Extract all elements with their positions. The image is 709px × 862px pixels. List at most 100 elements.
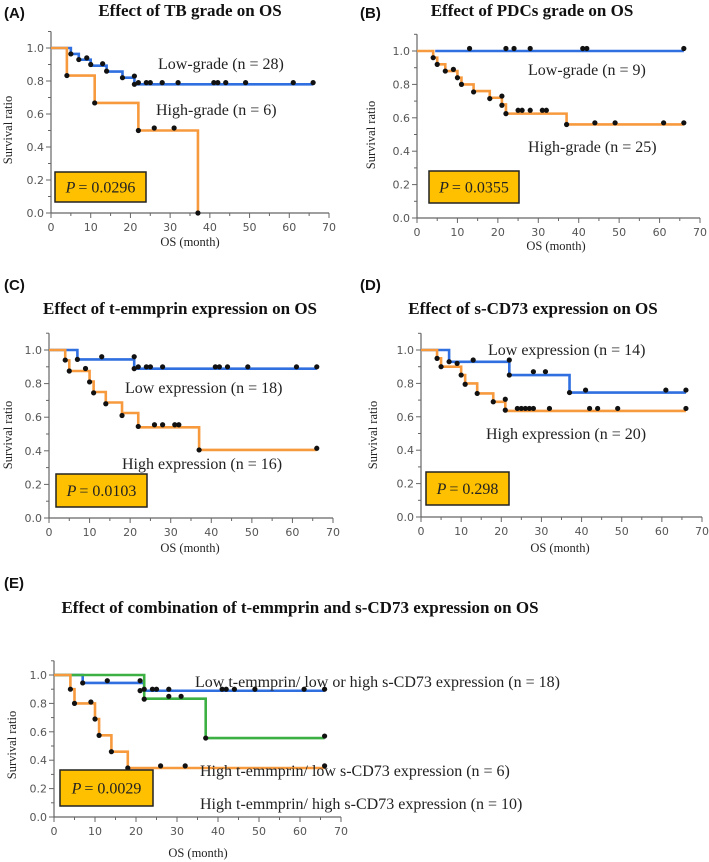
censor-mark <box>615 405 621 412</box>
y-tick-label: 0.4 <box>393 145 411 158</box>
censor-mark <box>587 405 593 412</box>
censor-mark <box>135 364 141 370</box>
censor-mark <box>76 56 82 63</box>
x-tick-label: 50 <box>252 825 266 838</box>
censor-mark <box>310 80 316 86</box>
censor-mark <box>471 89 477 95</box>
panel-c: (C) Effect of t-emmprin expression on OS 0… <box>1 277 340 555</box>
x-tick-label: 30 <box>164 526 178 539</box>
censor-mark <box>68 51 74 57</box>
censor-mark <box>149 686 155 692</box>
censor-mark <box>223 80 229 86</box>
censor-mark <box>563 121 570 128</box>
censor-mark <box>503 111 509 117</box>
censor-mark <box>171 125 177 131</box>
censor-mark <box>67 686 73 692</box>
y-tick-label: 0.4 <box>30 754 48 767</box>
x-tick-label: 0 <box>414 226 421 239</box>
censor-mark <box>99 354 105 360</box>
censor-mark <box>450 66 456 72</box>
censor-mark <box>216 364 222 370</box>
series-label: High expression (n = 20) <box>486 426 646 443</box>
x-axis-label: OS (month) <box>526 239 585 253</box>
censor-mark <box>595 405 601 412</box>
censor-mark <box>487 95 493 102</box>
censor-mark <box>172 422 178 428</box>
censor-mark <box>515 107 521 113</box>
panel-label: (B) <box>360 5 381 22</box>
censor-mark <box>502 396 508 402</box>
panel-label: (C) <box>4 277 25 294</box>
y-tick-label: 0.6 <box>397 411 415 424</box>
x-tick-label: 40 <box>211 825 225 838</box>
censor-mark <box>96 732 102 738</box>
p-value-text: P = 0.0355 <box>438 180 509 197</box>
censor-mark <box>160 422 166 428</box>
censor-mark <box>91 390 97 396</box>
x-tick-label: 60 <box>655 525 669 538</box>
y-tick-label: 0.8 <box>393 78 411 91</box>
x-tick-label: 60 <box>293 825 307 838</box>
censor-mark <box>470 357 476 363</box>
censor-mark <box>119 412 125 419</box>
p-symbol: P <box>438 180 449 197</box>
censor-mark <box>166 693 172 699</box>
p-value-text: P = 0.0296 <box>65 180 136 197</box>
censor-mark <box>159 80 165 86</box>
censor-mark <box>104 678 110 684</box>
series-label: Low-grade (n = 9) <box>528 62 646 79</box>
censor-mark <box>86 379 93 385</box>
censor-mark <box>458 81 465 87</box>
censor-mark <box>683 405 689 412</box>
x-axis-label: OS (month) <box>160 541 219 555</box>
x-tick-label: 50 <box>615 525 629 538</box>
x-tick-label: 40 <box>575 525 589 538</box>
censor-mark <box>663 387 669 393</box>
censor-mark <box>135 80 141 86</box>
censor-mark <box>108 749 114 755</box>
y-tick-label: 0.2 <box>25 478 43 491</box>
censor-mark <box>301 686 307 692</box>
censor-mark <box>527 107 533 113</box>
censor-mark <box>131 366 137 372</box>
censor-mark <box>141 696 147 702</box>
censor-mark <box>66 368 72 374</box>
censor-mark <box>539 107 545 113</box>
x-axis-label: OS (month) <box>160 235 219 249</box>
censor-mark <box>474 390 480 397</box>
y-tick-label: 1.0 <box>393 45 411 58</box>
censor-mark <box>71 700 78 707</box>
y-tick-label: 0.2 <box>393 179 411 192</box>
censor-mark <box>612 120 618 126</box>
panel-label: (D) <box>360 277 381 294</box>
panel-e: (E) Effect of combination of t-emmprin an… <box>4 575 560 860</box>
chart-title: Effect of combination of t-emmprin and s… <box>61 598 538 617</box>
censor-mark <box>135 423 141 430</box>
censor-mark <box>245 364 251 370</box>
x-tick-label: 30 <box>531 226 545 239</box>
censor-mark <box>166 686 172 692</box>
censor-mark <box>454 75 461 81</box>
censor-mark <box>84 55 90 61</box>
censor-mark <box>219 686 225 692</box>
y-tick-label: 1.0 <box>30 669 48 682</box>
censor-mark <box>511 45 517 52</box>
chart-title: Effect of PDCs grade on OS <box>431 1 634 20</box>
x-tick-label: 10 <box>83 526 97 539</box>
censor-mark <box>514 405 520 412</box>
p-symbol: P <box>436 481 447 498</box>
censor-mark <box>519 107 525 113</box>
censor-mark <box>119 75 126 81</box>
censor-mark <box>62 357 68 363</box>
y-tick-label: 0.0 <box>393 212 411 225</box>
censor-mark <box>143 364 149 370</box>
p-value: = 0.0296 <box>78 180 135 197</box>
y-tick-label: 0.4 <box>397 444 415 457</box>
censor-mark <box>430 55 436 61</box>
censor-mark <box>293 364 300 370</box>
p-value: = 0.0029 <box>84 781 141 798</box>
censor-mark <box>683 387 689 393</box>
x-tick-label: 40 <box>572 226 586 239</box>
y-tick-label: 0.4 <box>25 445 43 458</box>
censor-mark <box>582 387 589 393</box>
